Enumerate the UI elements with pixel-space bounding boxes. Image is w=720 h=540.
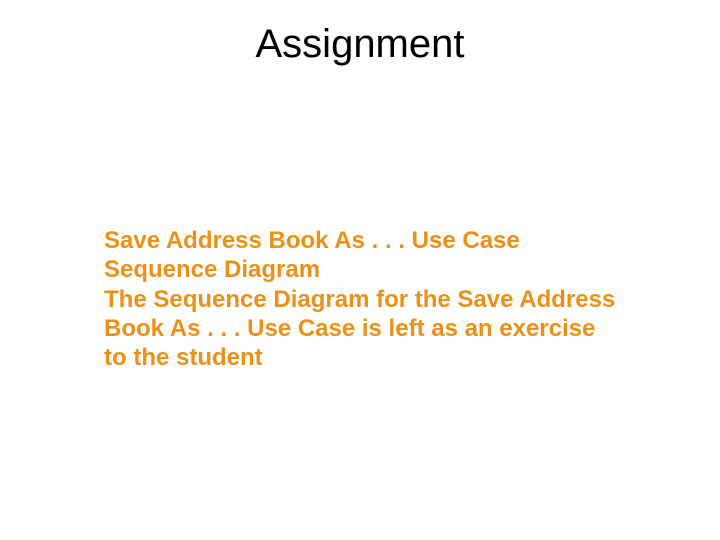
slide-container: Assignment Save Address Book As . . . Us… <box>0 0 720 540</box>
slide-title: Assignment <box>0 22 720 67</box>
slide-body: Save Address Book As . . . Use Case Sequ… <box>104 226 624 372</box>
